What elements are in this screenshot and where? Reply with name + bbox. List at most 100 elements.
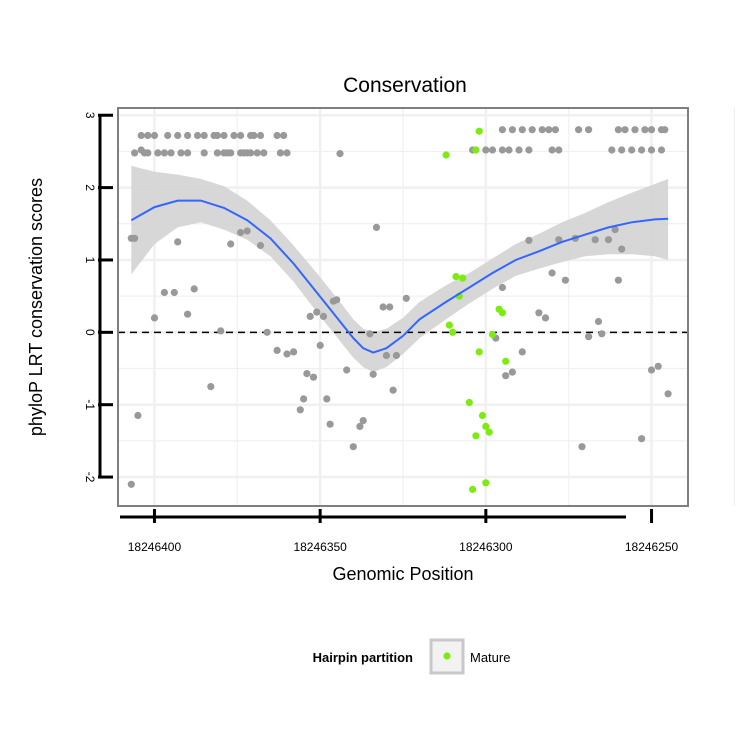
other-point: [498, 146, 506, 154]
other-point: [502, 372, 510, 380]
other-point: [614, 126, 623, 134]
y-tick-label: -1: [83, 399, 97, 410]
other-point: [535, 309, 543, 317]
mature-point: [475, 127, 483, 135]
mature-point: [498, 309, 506, 317]
other-point: [167, 149, 175, 157]
other-point: [638, 146, 646, 154]
other-point: [372, 223, 381, 231]
other-point: [366, 330, 374, 338]
other-point: [174, 238, 182, 246]
other-point: [184, 131, 192, 140]
other-point: [184, 149, 192, 157]
other-point: [227, 240, 235, 248]
other-point: [488, 146, 497, 154]
other-point: [598, 330, 606, 338]
mature-point: [472, 432, 480, 440]
mature-point: [449, 328, 457, 336]
other-point: [647, 146, 656, 154]
other-point: [638, 435, 646, 443]
panel-border: [117, 107, 689, 507]
smooth-trend-line: [130, 199, 669, 354]
other-point: [144, 131, 152, 140]
other-point: [323, 395, 331, 403]
other-point: [525, 146, 533, 154]
legend-title: Hairpin partition: [313, 650, 413, 665]
other-point: [273, 346, 281, 354]
other-point: [160, 149, 168, 157]
other-point: [243, 227, 251, 235]
other-point: [555, 146, 563, 154]
other-point: [137, 131, 145, 140]
other-point: [379, 303, 387, 311]
other-point: [664, 390, 672, 398]
other-point: [260, 149, 268, 157]
other-point: [661, 126, 669, 134]
other-point: [561, 276, 570, 284]
other-point: [306, 312, 314, 320]
other-point: [207, 383, 215, 391]
other-point: [647, 126, 656, 134]
other-point: [144, 149, 152, 157]
other-point: [290, 348, 298, 356]
other-point: [392, 351, 400, 360]
other-point: [508, 126, 516, 134]
other-point: [518, 348, 526, 356]
mature-point: [485, 428, 493, 436]
other-point: [256, 241, 265, 250]
other-point: [628, 146, 636, 154]
other-point: [253, 149, 261, 157]
mature-point: [465, 398, 473, 407]
other-point: [273, 131, 281, 140]
other-point: [611, 226, 619, 234]
other-point: [641, 126, 649, 134]
other-point: [131, 234, 139, 242]
y-tick-label: 1: [83, 257, 97, 264]
other-point: [551, 126, 560, 134]
confidence-ribbon: [131, 165, 669, 373]
x-tick-label: 18246400: [128, 540, 182, 554]
other-point: [498, 126, 506, 134]
other-point: [250, 131, 258, 140]
other-point: [276, 149, 284, 157]
y-tick-label: 0: [83, 329, 97, 336]
y-axis-label: phyloP LRT conservation scores: [26, 178, 46, 436]
other-point: [578, 443, 586, 451]
legend-mature-label: Mature: [470, 650, 510, 665]
legend-mature-swatch: [443, 652, 451, 660]
other-point: [359, 417, 367, 425]
other-point: [621, 126, 629, 134]
other-point: [515, 146, 523, 154]
mature-point: [472, 146, 480, 154]
other-point: [319, 312, 328, 320]
grid-lines: [118, 108, 735, 506]
other-point: [541, 314, 550, 322]
other-point: [316, 341, 324, 349]
other-point: [657, 146, 666, 154]
other-point: [369, 370, 377, 378]
other-point: [193, 131, 202, 140]
other-point: [300, 395, 308, 403]
mature-point: [469, 485, 477, 493]
other-point: [160, 288, 168, 297]
other-point: [127, 480, 135, 488]
other-point: [647, 366, 656, 374]
other-point: [386, 303, 394, 311]
other-point: [220, 131, 228, 140]
other-point: [382, 351, 390, 360]
other-point: [200, 131, 208, 140]
other-point: [164, 131, 172, 140]
other-point: [303, 370, 311, 378]
other-point: [618, 146, 626, 154]
other-point: [591, 236, 599, 244]
other-point: [333, 296, 341, 304]
other-point: [326, 420, 334, 428]
mature-point: [488, 330, 497, 339]
other-point: [170, 288, 178, 297]
other-point: [614, 276, 623, 284]
mature-point: [452, 273, 460, 281]
other-point: [313, 308, 321, 316]
mature-point: [445, 321, 453, 329]
other-point: [585, 126, 593, 134]
other-point: [604, 236, 613, 244]
